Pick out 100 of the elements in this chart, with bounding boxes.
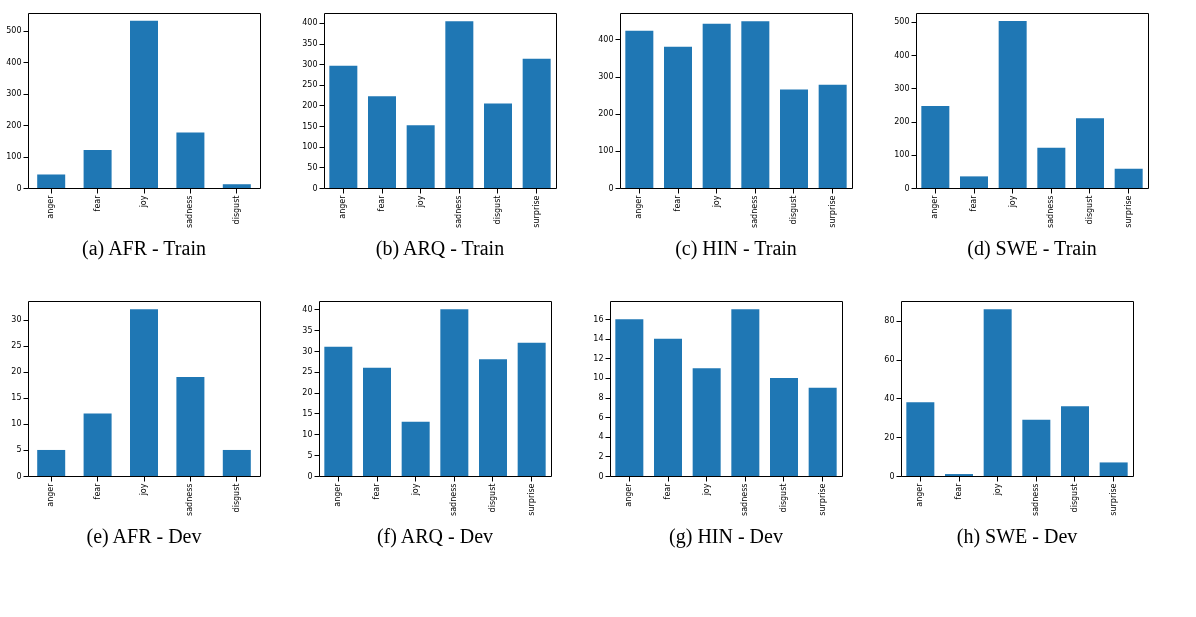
x-tick-label: sadness xyxy=(185,483,195,516)
x-tick-label: disgust xyxy=(789,195,798,225)
x-tick-label: joy xyxy=(1007,195,1017,209)
bar xyxy=(921,105,950,188)
bar xyxy=(1022,419,1051,476)
y-tick-label: 400 xyxy=(302,18,318,28)
y-tick-label: 300 xyxy=(302,59,318,69)
y-tick-label: 0 xyxy=(889,471,895,481)
bar xyxy=(654,338,682,476)
x-tick-label: anger xyxy=(634,194,644,219)
x-tick-label: joy xyxy=(711,195,721,209)
bar xyxy=(222,449,251,476)
y-tick-label: 400 xyxy=(894,50,910,60)
bar xyxy=(741,21,770,188)
x-tick-label: joy xyxy=(410,483,420,497)
y-tick-label: 400 xyxy=(6,57,22,67)
y-tick-label: 0 xyxy=(16,471,22,481)
y-tick-label: 250 xyxy=(302,80,318,90)
y-tick-label: 6 xyxy=(598,412,604,422)
x-tick-label: fear xyxy=(673,194,682,212)
bar xyxy=(176,377,205,476)
y-tick-label: 5 xyxy=(307,450,313,460)
bar xyxy=(731,309,760,476)
bar xyxy=(770,377,798,476)
y-tick-label: 100 xyxy=(6,152,22,162)
bar xyxy=(37,449,66,476)
y-tick-label: 5 xyxy=(16,445,22,455)
y-tick-label: 15 xyxy=(302,409,313,418)
y-tick-label: 25 xyxy=(302,367,313,377)
text: (b) ARQ - Train xyxy=(375,237,505,261)
x-tick-label: sadness xyxy=(740,483,750,516)
bar xyxy=(1037,147,1066,188)
x-tick-label: disgust xyxy=(1085,195,1094,225)
bar xyxy=(176,132,205,188)
y-tick-label: 0 xyxy=(608,183,614,193)
y-tick-label: 100 xyxy=(894,150,910,160)
x-tick-label: anger xyxy=(46,482,56,507)
y-tick-label: 200 xyxy=(6,120,22,130)
y-tick-label: 500 xyxy=(894,17,910,27)
x-tick-label: surprise xyxy=(1123,195,1133,228)
y-tick-label: 2 xyxy=(598,451,604,461)
bar xyxy=(625,30,654,188)
y-tick-label: 10 xyxy=(302,429,313,439)
bar xyxy=(440,309,469,476)
text: (h) SWE - Dev xyxy=(956,525,1078,549)
x-tick-label: fear xyxy=(954,482,963,500)
bar xyxy=(37,174,66,188)
bar xyxy=(615,319,644,476)
bar xyxy=(983,309,1012,476)
y-tick-label: 200 xyxy=(598,109,614,119)
y-tick-label: 0 xyxy=(904,183,910,193)
x-tick-label: fear xyxy=(92,482,102,500)
y-tick-label: 35 xyxy=(302,325,313,335)
x-tick-label: disgust xyxy=(488,483,497,513)
bar xyxy=(222,184,251,188)
x-tick-label: fear xyxy=(663,482,672,500)
y-tick-label: 400 xyxy=(598,34,614,44)
text: (d) SWE - Train xyxy=(967,237,1097,261)
bar xyxy=(522,58,551,188)
y-tick-label: 40 xyxy=(302,304,313,314)
y-tick-label: 0 xyxy=(312,183,318,193)
x-tick-label: anger xyxy=(624,482,634,507)
bar xyxy=(329,65,358,188)
y-tick-label: 4 xyxy=(598,432,604,442)
y-tick-label: 10 xyxy=(11,419,22,429)
x-tick-label: sadness xyxy=(1046,195,1056,228)
x-tick-label: sadness xyxy=(1031,483,1041,516)
text: (c) HIN - Train xyxy=(675,237,797,261)
y-tick-label: 20 xyxy=(884,432,895,442)
y-tick-label: 30 xyxy=(11,315,22,325)
bar xyxy=(702,23,731,188)
x-tick-label: anger xyxy=(333,482,343,507)
x-tick-label: surprise xyxy=(817,483,827,516)
y-tick-label: 30 xyxy=(302,346,313,356)
bar xyxy=(1076,118,1104,188)
x-tick-label: disgust xyxy=(779,483,788,513)
y-tick-label: 16 xyxy=(593,314,604,324)
bar xyxy=(406,125,435,188)
y-tick-label: 60 xyxy=(884,355,895,365)
bar xyxy=(130,20,158,188)
bar xyxy=(479,359,507,476)
bar xyxy=(517,342,546,476)
bar xyxy=(664,46,692,188)
x-tick-label: disgust xyxy=(1070,483,1079,513)
y-tick-label: 500 xyxy=(6,26,22,36)
x-tick-label: surprise xyxy=(827,195,837,228)
y-tick-label: 0 xyxy=(16,183,22,193)
x-tick-label: surprise xyxy=(1108,483,1118,516)
x-tick-label: surprise xyxy=(526,483,536,516)
y-tick-label: 300 xyxy=(598,72,614,82)
y-tick-label: 350 xyxy=(302,39,318,49)
x-tick-label: disgust xyxy=(231,195,241,225)
x-tick-label: anger xyxy=(46,194,56,219)
y-tick-label: 40 xyxy=(884,393,895,403)
bar xyxy=(998,20,1027,188)
y-tick-label: 150 xyxy=(302,121,318,131)
bar xyxy=(1114,168,1143,188)
y-tick-label: 100 xyxy=(302,142,318,152)
bar xyxy=(818,84,847,188)
y-tick-label: 12 xyxy=(593,353,604,363)
